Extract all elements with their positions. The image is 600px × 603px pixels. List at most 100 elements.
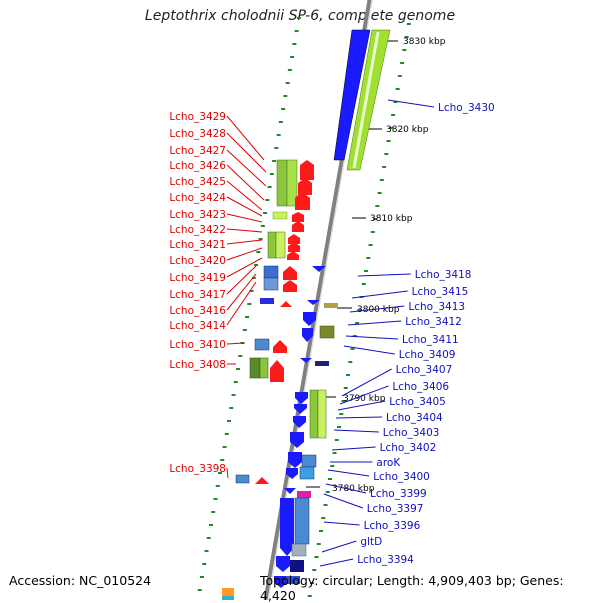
- gene-red-arrow[interactable]: [292, 221, 304, 232]
- gene-label-right[interactable]: Lcho_3430: [438, 102, 495, 114]
- gene-blue-arrow[interactable]: [312, 266, 326, 272]
- gene-label-left[interactable]: Lcho_3427: [169, 145, 226, 157]
- gene-label-right[interactable]: Lcho_3415: [412, 286, 469, 298]
- gene-label-left[interactable]: Lcho_3416: [169, 305, 226, 317]
- gene-blue-arrow[interactable]: [303, 312, 316, 326]
- gene-label-left[interactable]: Lcho_3424: [169, 192, 226, 204]
- gene-blue-arrow[interactable]: [300, 358, 312, 363]
- gene-blue-arrow[interactable]: [293, 416, 306, 428]
- gene-magenta-small[interactable]: [297, 491, 311, 498]
- gene-label-left[interactable]: Lcho_3419: [169, 272, 226, 284]
- gene-red-arrow[interactable]: [298, 178, 312, 195]
- gene-label-right[interactable]: Lcho_3394: [357, 554, 414, 566]
- gene-navy-block[interactable]: [290, 560, 304, 572]
- gene-label-right[interactable]: Lcho_3418: [415, 269, 472, 281]
- gene-red-arrow[interactable]: [288, 242, 300, 252]
- gene-label-right[interactable]: Lcho_3405: [389, 396, 446, 408]
- gene-label-right[interactable]: Lcho_3409: [399, 349, 456, 361]
- gene-label-left[interactable]: Lcho_3417: [169, 289, 226, 301]
- leader-line: [226, 257, 263, 278]
- leader-line: [226, 180, 263, 211]
- gene-olive-block[interactable]: [319, 325, 335, 339]
- gene-green-block[interactable]: [309, 389, 319, 439]
- gene-blue-arrow[interactable]: [284, 488, 296, 494]
- gene-label-left[interactable]: Lcho_3423: [169, 209, 226, 221]
- gene-label-left[interactable]: Lcho_3421: [169, 239, 226, 251]
- gene-blue-block[interactable]: [263, 265, 279, 279]
- gene-label-left[interactable]: Lcho_3410: [169, 339, 226, 351]
- leader-line: [349, 305, 405, 313]
- gene-blue-arrow[interactable]: [307, 300, 320, 305]
- gene-green-block[interactable]: [317, 389, 327, 439]
- gene-blue-arrow[interactable]: [295, 392, 308, 404]
- gene-blue-small[interactable]: [286, 576, 300, 584]
- gene-blue-arrow[interactable]: [276, 556, 290, 572]
- gene-red-arrow[interactable]: [255, 477, 269, 484]
- gene-blue-arrow[interactable]: [294, 404, 307, 414]
- gene-blue-block[interactable]: [301, 454, 317, 468]
- gene-label-left[interactable]: Lcho_3426: [169, 160, 226, 172]
- gene-red-arrow[interactable]: [280, 301, 292, 307]
- gene-grey-small[interactable]: [291, 543, 307, 557]
- gene-red-arrow[interactable]: [300, 160, 314, 180]
- gene-label-right[interactable]: gltD: [360, 536, 382, 548]
- gene-olive-small[interactable]: [324, 303, 338, 308]
- gene-label-right[interactable]: Lcho_3403: [383, 427, 440, 439]
- gene-orange-small[interactable]: [222, 588, 234, 596]
- gene-green-block[interactable]: [259, 357, 269, 379]
- gene-label-left[interactable]: Lcho_3398: [169, 463, 226, 475]
- gene-red-arrow[interactable]: [283, 280, 297, 292]
- gene-blue-arrow[interactable]: [286, 468, 298, 479]
- gene-blue-arrow[interactable]: [290, 432, 304, 448]
- gene-blue-arrow[interactable]: [302, 328, 313, 342]
- gene-blue-small[interactable]: [235, 474, 250, 484]
- gene-label-left[interactable]: Lcho_3429: [169, 111, 226, 123]
- gene-red-arrow[interactable]: [283, 266, 297, 280]
- gene-label-right[interactable]: Lcho_3406: [392, 381, 449, 393]
- gene-navy-small[interactable]: [315, 361, 329, 366]
- gene-blue-block[interactable]: [263, 277, 279, 291]
- gene-label-right[interactable]: Lcho_3404: [386, 412, 443, 424]
- gene-red-arrow[interactable]: [292, 212, 304, 222]
- gene-blue-block[interactable]: [254, 338, 270, 351]
- gene-label-right[interactable]: Lcho_3402: [380, 442, 437, 454]
- gene-green-block[interactable]: [286, 159, 298, 207]
- gene-lcho-3430[interactable]: [333, 29, 371, 161]
- gene-label-right[interactable]: Lcho_3413: [408, 301, 465, 313]
- gene-label-right[interactable]: Lcho_3412: [405, 316, 462, 328]
- leader-line: [226, 164, 265, 201]
- gene-green-block[interactable]: [275, 231, 286, 259]
- gene-label-left[interactable]: Lcho_3420: [169, 255, 226, 267]
- gene-green-small[interactable]: [272, 211, 288, 220]
- gene-blue-block[interactable]: [294, 497, 310, 545]
- gene-label-right[interactable]: Lcho_3399: [370, 488, 427, 500]
- gene-label-right[interactable]: Lcho_3397: [367, 503, 424, 515]
- gene-label-left[interactable]: Lcho_3408: [169, 359, 226, 371]
- gene-label-right[interactable]: Lcho_3396: [364, 520, 421, 532]
- gene-blue-arrow[interactable]: [280, 498, 294, 556]
- gene-red-arrow[interactable]: [287, 251, 299, 260]
- gene-red-arrow[interactable]: [273, 340, 287, 353]
- gene-green-block[interactable]: [267, 231, 277, 259]
- gene-red-arrow[interactable]: [270, 360, 284, 382]
- gene-label-right[interactable]: Lcho_3411: [402, 334, 459, 346]
- leader-line: [226, 342, 245, 345]
- gene-label-right[interactable]: aroK: [376, 457, 401, 469]
- gene-green-block[interactable]: [276, 159, 288, 207]
- gene-label-right[interactable]: Lcho_3400: [373, 471, 430, 483]
- gene-blue-small[interactable]: [260, 298, 274, 304]
- gene-red-arrow[interactable]: [288, 234, 300, 244]
- gene-blue-arrow[interactable]: [274, 576, 288, 588]
- gene-green-block[interactable]: [249, 357, 261, 379]
- gene-blue-block[interactable]: [299, 466, 315, 480]
- gene-label-left[interactable]: Lcho_3428: [169, 128, 226, 140]
- gene-label-right[interactable]: Lcho_3407: [396, 364, 453, 376]
- gene-blue-arrow[interactable]: [288, 452, 302, 468]
- leader-line: [226, 132, 267, 173]
- gene-label-left[interactable]: Lcho_3425: [169, 176, 226, 188]
- gene-label-left[interactable]: Lcho_3422: [169, 224, 226, 236]
- gene-label-left[interactable]: Lcho_3414: [169, 320, 226, 332]
- gene-red-arrow[interactable]: [295, 192, 310, 210]
- gene-teal-small[interactable]: [222, 596, 234, 600]
- gene-lcho-3429-green[interactable]: [346, 29, 391, 171]
